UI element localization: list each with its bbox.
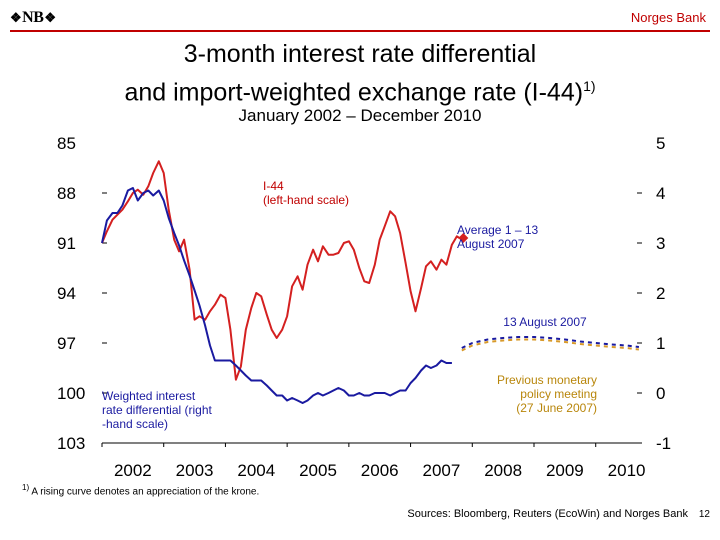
x-tick-label: 2009: [546, 461, 584, 480]
interest-differential-annotation: rate differential (right: [102, 403, 213, 417]
previous-meeting-annotation: Previous monetary: [497, 373, 597, 387]
average-annotation: August 2007: [457, 237, 525, 251]
chart-title-line1: 3-month interest rate differential: [183, 40, 537, 68]
page-number: 12: [698, 509, 710, 520]
left-y-tick-label: 103: [57, 434, 85, 453]
average-marker-diamond: [458, 233, 469, 243]
title-footnote-mark: 1): [583, 78, 596, 94]
norges-bank-logo: ❖ NB ❖: [10, 9, 56, 27]
left-y-tick-label: 85: [57, 134, 76, 153]
series-line-weighted-interest-rate-differential: [101, 187, 452, 404]
right-y-tick-label: -1: [656, 434, 671, 453]
chart-title: 3-month interest rate differential and i…: [0, 38, 720, 108]
interest-differential-annotation: Weighted interest: [102, 389, 196, 403]
right-y-tick-label: 3: [656, 234, 665, 253]
left-y-tick-label: 94: [57, 284, 76, 303]
lion-emblem-left-icon: ❖: [10, 10, 22, 25]
i44-annotation: I-44: [263, 179, 284, 193]
left-y-tick-label: 97: [57, 334, 76, 353]
header-rule: [10, 30, 710, 32]
right-y-tick-label: 4: [656, 184, 665, 203]
footnote-mark: 1): [22, 483, 30, 492]
x-tick-label: 2003: [176, 461, 214, 480]
logo-text: NB: [22, 9, 44, 26]
right-y-tick-label: 2: [656, 284, 665, 303]
right-y-tick-label: 5: [656, 134, 665, 153]
previous-meeting-annotation: policy meeting: [520, 387, 597, 401]
brand-name: Norges Bank: [630, 10, 706, 25]
left-y-tick-label: 88: [57, 184, 76, 203]
x-tick-label: 2006: [361, 461, 399, 480]
august-2007-annotation: 13 August 2007: [503, 315, 587, 329]
left-y-tick-label: 91: [57, 234, 76, 253]
x-tick-label: 2005: [299, 461, 337, 480]
footnote-text: A rising curve denotes an appreciation o…: [29, 486, 260, 498]
right-y-tick-label: 1: [656, 334, 665, 353]
series-line-previous-monetary-policy-meeting-27-june-2007: [461, 338, 640, 352]
x-tick-label: 2010: [608, 461, 646, 480]
previous-meeting-annotation: (27 June 2007): [516, 401, 597, 415]
interest-differential-annotation: -hand scale): [102, 417, 168, 431]
chart-title-line2: and import-weighted exchange rate (I-44)…: [0, 70, 720, 108]
i44-annotation: (left-hand scale): [263, 193, 349, 207]
left-y-tick-label: 100: [57, 384, 85, 403]
x-tick-label: 2008: [484, 461, 522, 480]
right-y-tick-label: 0: [656, 384, 665, 403]
average-annotation: Average 1 – 13: [457, 223, 539, 237]
x-tick-label: 2002: [114, 461, 152, 480]
lion-emblem-right-icon: ❖: [44, 10, 56, 25]
sources-text: Sources: Bloomberg, Reuters (EcoWin) and…: [407, 508, 688, 520]
x-tick-label: 2007: [423, 461, 461, 480]
footnote: 1) A rising curve denotes an appreciatio…: [22, 483, 259, 497]
series-line-13-august-2007: [461, 336, 640, 349]
chart-subtitle: January 2002 – December 2010: [238, 106, 482, 125]
x-tick-label: 2004: [237, 461, 275, 480]
series-line-i-44: [101, 160, 460, 381]
chart-title-line2-text: and import-weighted exchange rate (I-44): [124, 78, 584, 107]
